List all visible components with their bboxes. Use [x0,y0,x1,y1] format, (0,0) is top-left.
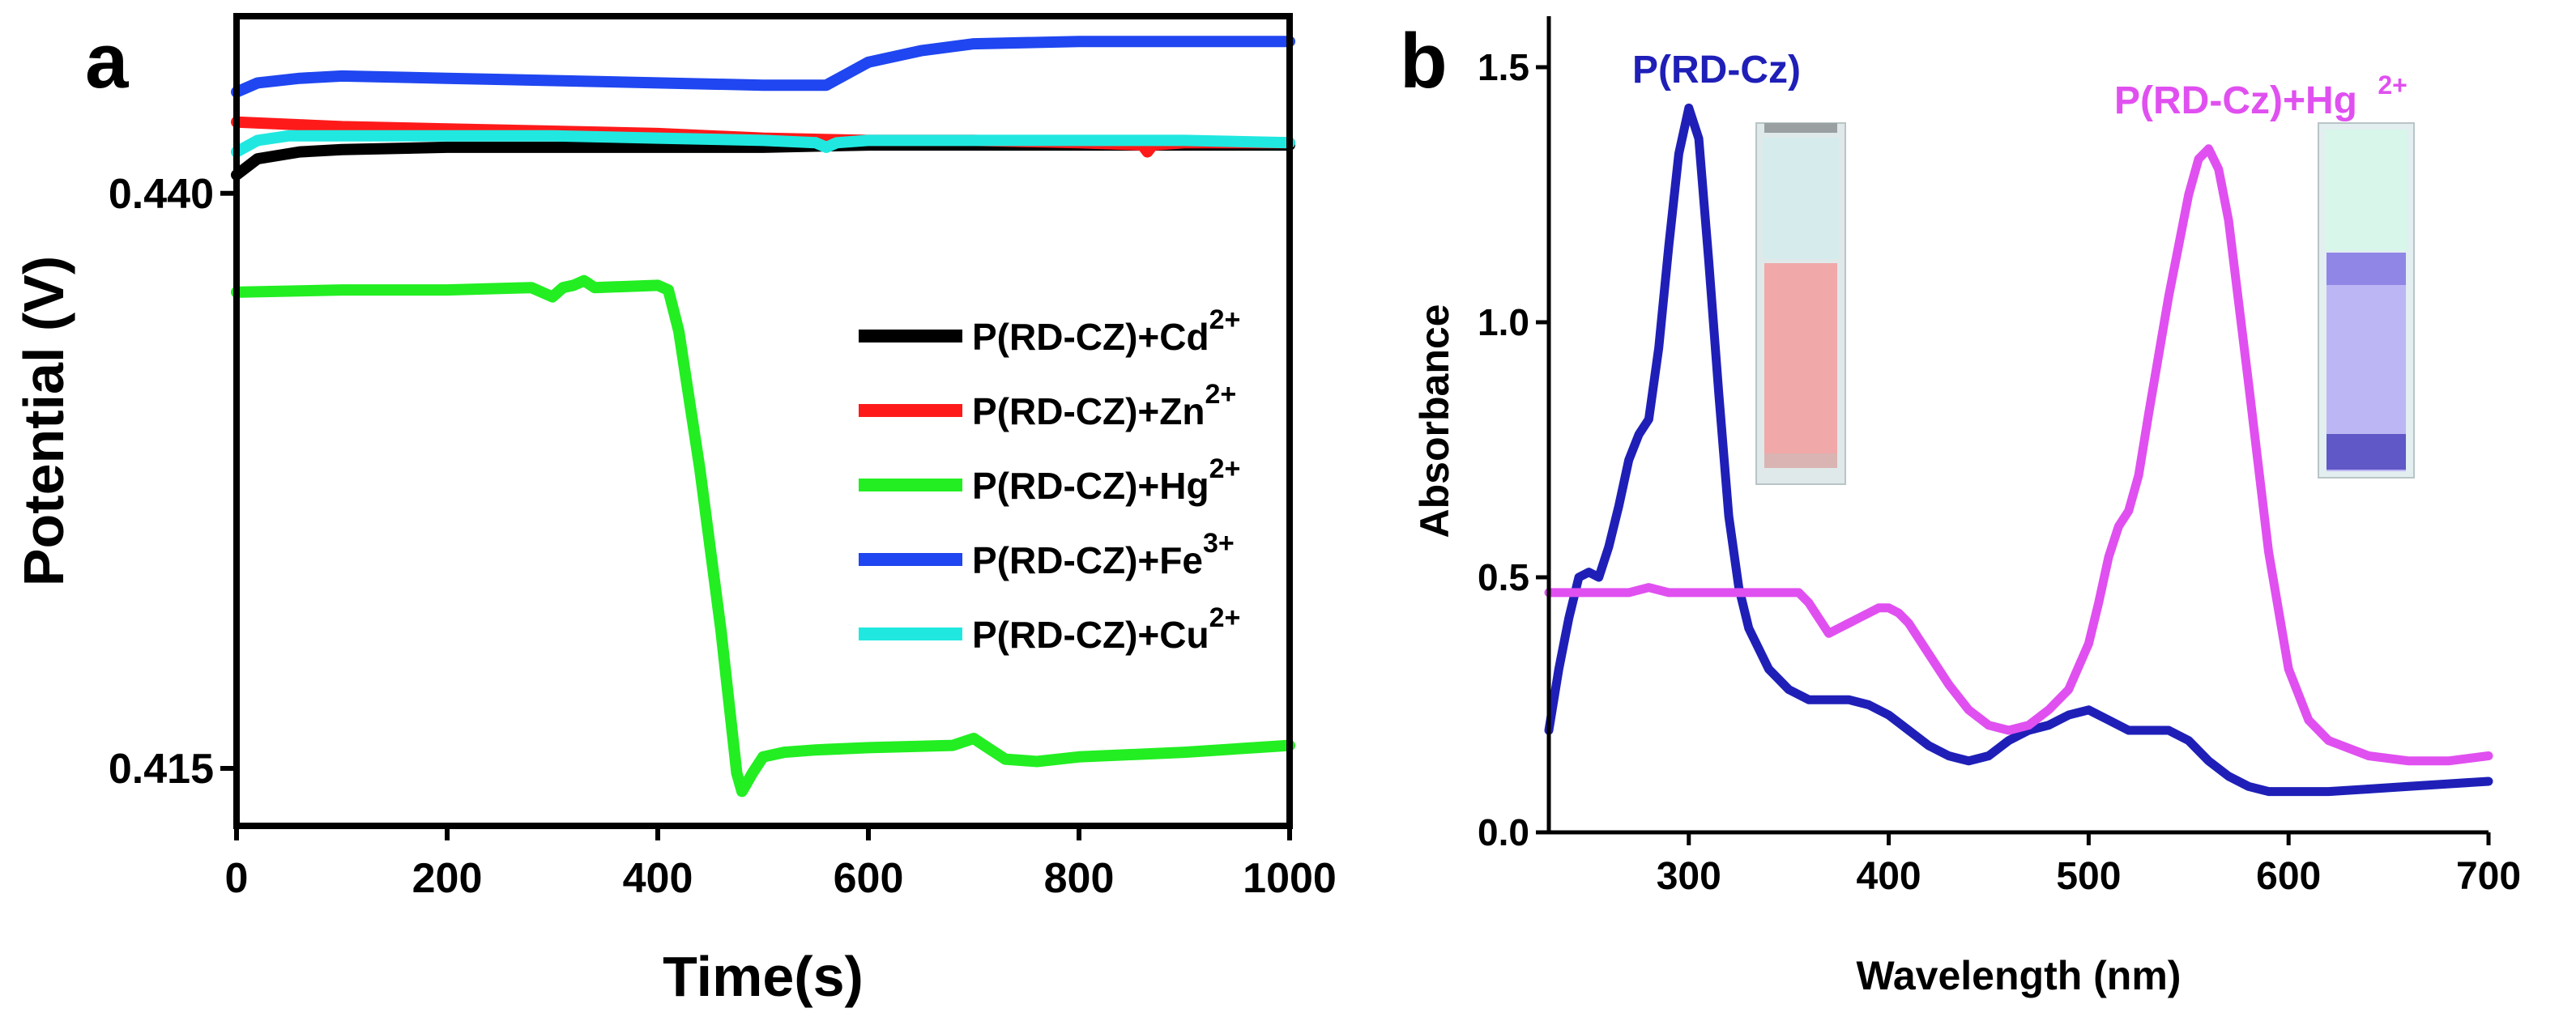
x-tick-label: 700 [2456,855,2521,898]
panel-b-y-ticks: 0.0 0.5 1.0 1.5 [1478,46,1549,853]
panel-a-y-ticks: 0.415 0.440 [109,171,237,793]
series-line-cu [231,130,1295,158]
panel-b-x-ticks: 300 400 500 600 700 [1657,832,2521,898]
panel-a-frame [233,13,1293,829]
panel-b: b 300 400 500 600 700 0.0 0.5 1.0 1.5 Wavelengt… [1400,16,2521,998]
annotation-rdcz-hg-base: P(RD-Cz)+Hg [2114,79,2357,122]
panel-b-plot-area [1544,103,2493,797]
x-tick-label: 800 [1044,855,1115,902]
vial-rdcz-hg-top [2325,130,2408,251]
x-tick-label: 1000 [1243,855,1337,902]
series-line-fe [231,36,1295,98]
vial-rdcz-solution [1764,263,1837,466]
y-tick-label: 0.0 [1478,811,1529,853]
annotation-rdcz-hg: P(RD-Cz)+Hg 2+ [2114,70,2408,122]
vial-photo-rdcz [1755,122,1846,485]
legend-label-hg: P(RD-CZ)+Hg2+ [972,453,1240,507]
x-tick-label: 400 [1857,855,1921,898]
panel-a-y-axis-title: Potential (V) [12,256,75,586]
legend-label-zn: P(RD-CZ)+Zn2+ [972,379,1236,432]
legend-label-cu: P(RD-CZ)+Cu2+ [972,602,1240,656]
legend-label-fe: P(RD-CZ)+Fe3+ [972,528,1235,581]
x-tick-label: 600 [834,855,904,902]
x-tick-label: 200 [412,855,483,902]
panel-a-x-axis-title: Time(s) [663,945,864,1008]
y-tick-label: 1.5 [1478,46,1529,88]
annotation-rdcz-hg-sup: 2+ [2378,70,2407,100]
vial-rdcz-cap [1764,123,1837,133]
panel-a-label: a [85,18,129,104]
vial-photo-rdcz-hg [2318,122,2415,479]
y-tick-label: 0.415 [109,746,214,793]
y-tick-label: 0.5 [1478,556,1529,598]
x-tick-label: 500 [2056,855,2121,898]
x-tick-label: 600 [2256,855,2321,898]
panel-a-plot-area [231,36,1295,798]
panel-a-legend: P(RD-CZ)+Cd2+ P(RD-CZ)+Zn2+ P(RD-CZ)+Hg2+ P… [859,304,1240,656]
y-tick-label: 1.0 [1478,301,1529,343]
panel-a: a 0 200 400 600 800 1000 0.415 0.440 Time(s) P… [12,13,1337,1008]
panel-b-x-axis-title: Wavelength (nm) [1857,953,2181,998]
legend-label-cd: P(RD-CZ)+Cd2+ [972,304,1240,358]
annotation-rdcz: P(RD-Cz) [1632,49,1801,91]
spectrum-line-rdcz [1544,103,2493,797]
spectrum-line-rdcz_hg [1544,144,2493,766]
vial-rdcz-top [1763,138,1839,259]
x-tick-label: 0 [225,855,249,902]
x-tick-label: 400 [623,855,693,902]
series-line-hg [231,274,1295,798]
y-tick-label: 0.440 [109,171,214,218]
panel-b-label: b [1400,18,1448,104]
panel-a-x-ticks: 0 200 400 600 800 1000 [225,826,1337,902]
panel-b-y-axis-title: Absorbance [1412,304,1457,538]
x-tick-label: 300 [1657,855,1721,898]
